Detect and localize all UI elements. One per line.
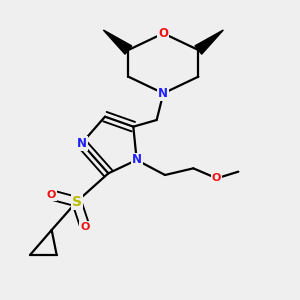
Text: N: N: [132, 154, 142, 166]
Text: O: O: [212, 173, 221, 183]
Text: S: S: [72, 195, 82, 209]
Polygon shape: [103, 30, 132, 54]
Text: N: N: [77, 137, 87, 150]
Polygon shape: [195, 30, 223, 54]
Text: N: N: [158, 87, 168, 100]
Text: O: O: [80, 222, 90, 232]
Text: O: O: [158, 27, 168, 40]
Text: O: O: [47, 190, 56, 200]
